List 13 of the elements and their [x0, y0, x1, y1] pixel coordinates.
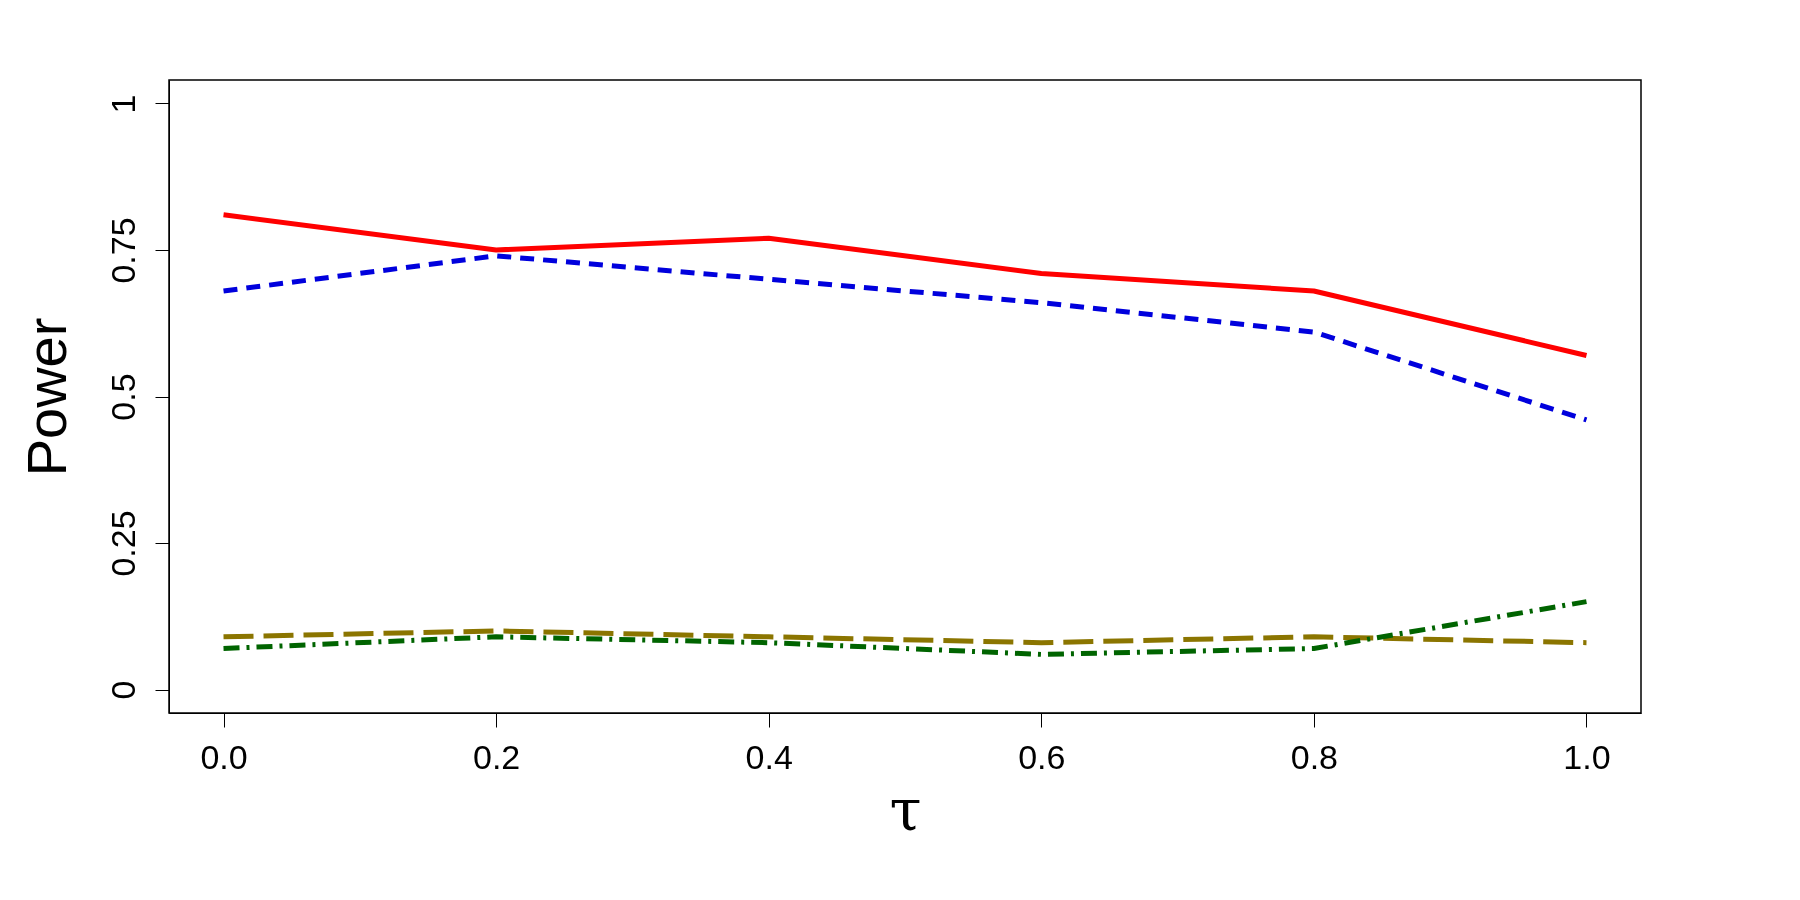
x-tick-label: 0.0	[200, 737, 248, 776]
y-axis-title: Power	[14, 317, 78, 477]
x-tick-label: 0.6	[1018, 737, 1066, 776]
x-tick-label: 1.0	[1563, 737, 1611, 776]
x-axis-title: τ	[889, 775, 922, 844]
y-tick-label: 0.75	[103, 217, 142, 284]
y-tick-label: 0.25	[103, 510, 142, 577]
y-tick-label: 1	[103, 94, 142, 114]
y-tick-label: 0	[103, 680, 142, 700]
y-tick-label: 0.5	[103, 373, 142, 421]
x-tick-label: 0.4	[745, 737, 793, 776]
x-tick-label: 0.2	[472, 737, 521, 776]
x-tick-label: 0.8	[1290, 737, 1339, 776]
